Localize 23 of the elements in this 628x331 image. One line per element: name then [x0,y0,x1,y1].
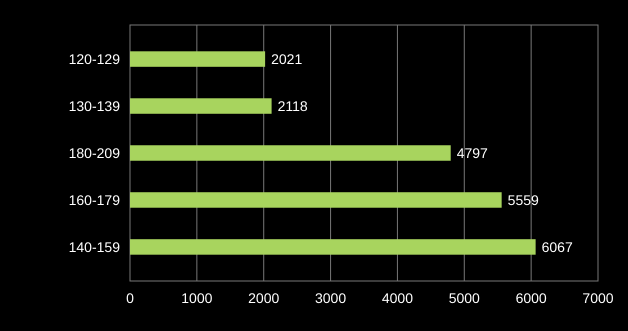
y-tick-label: 140-159 [68,238,120,255]
data-label: 5559 [508,192,540,208]
data-label: 2118 [278,98,308,114]
x-tick-label: 3000 [314,290,346,306]
data-label: 2021 [271,50,302,67]
x-tick-label: 6000 [516,290,547,306]
y-tick-label: 120-129 [68,50,120,67]
y-tick-label: 130-139 [68,98,120,114]
x-tick-label: 7000 [582,290,614,306]
bar [130,51,266,67]
x-tick-label: 5000 [448,290,480,306]
y-tick-label: 160-179 [68,192,120,208]
x-tick-label: 1000 [181,290,213,306]
x-tick-label: 4000 [382,290,414,306]
bar [130,145,451,161]
bar [130,192,502,208]
y-tick-label: 180-209 [68,144,120,161]
bar [130,239,536,255]
x-tick-label: 0 [126,290,134,306]
data-label: 4797 [456,144,488,161]
bar [130,98,272,114]
data-label: 6067 [542,238,573,255]
x-tick-label: 2000 [248,290,280,306]
